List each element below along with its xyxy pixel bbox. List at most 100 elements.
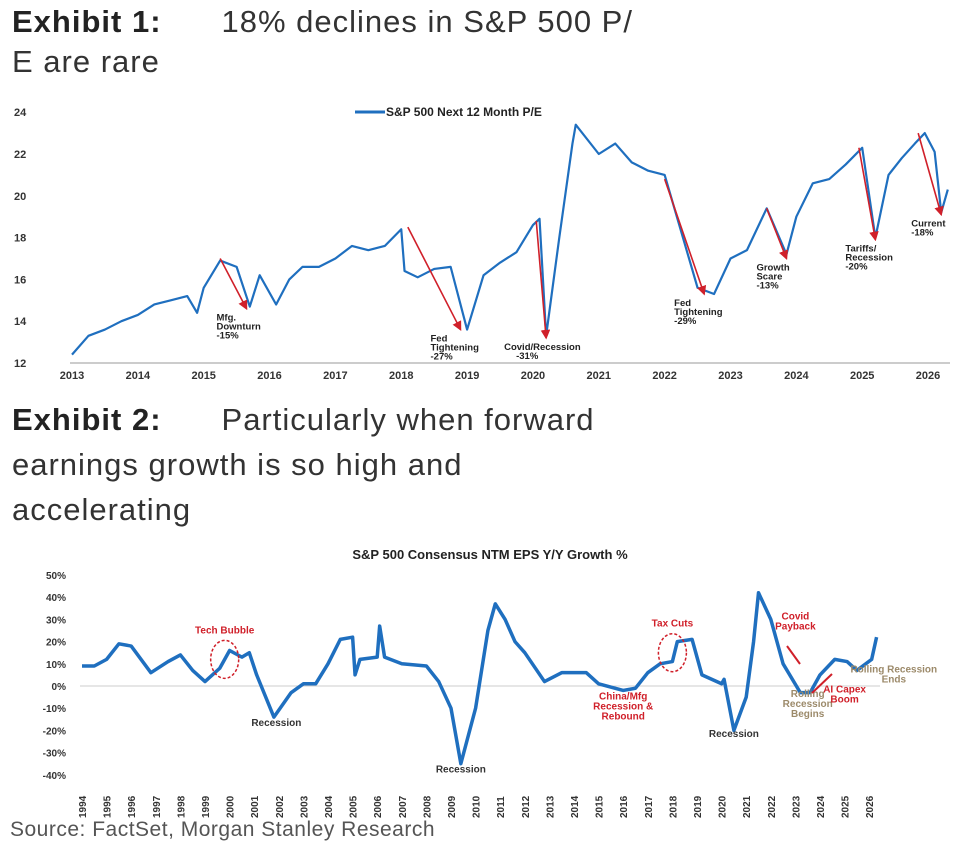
x-tick-label: 2022 <box>767 795 778 818</box>
x-tick-label: 2026 <box>865 795 876 818</box>
drawdown-label: Current -18% <box>911 219 946 239</box>
exhibit1-heading: Exhibit 1: 18% declines in S&P 500 P/ <box>12 0 633 44</box>
covid-payback-arrow <box>786 645 801 665</box>
y-tick-label: -10% <box>43 704 66 715</box>
y-tick-label: -20% <box>43 726 66 737</box>
ai-capex-arrow <box>811 673 833 694</box>
x-tick-label: 2018 <box>668 795 679 818</box>
x-tick-label: 1994 <box>78 795 89 818</box>
y-tick-label: 40% <box>46 593 66 604</box>
x-tick-label: 2017 <box>644 795 655 818</box>
exhibit1-title-line2: E are rare <box>12 44 160 79</box>
x-tick-label: 2021 <box>742 795 753 818</box>
y-tick-label: 0% <box>52 682 67 693</box>
source-note: Source: FactSet, Morgan Stanley Research <box>10 818 436 841</box>
exhibit2-title-line3: accelerating <box>12 492 192 527</box>
drawdown-arrow <box>535 220 551 340</box>
y-tick-label: -40% <box>43 771 66 782</box>
x-tick-label: 2002 <box>275 795 286 818</box>
drawdown-label: Fed Tightening -29% <box>674 298 723 327</box>
annotation-label: China/Mfg Recession & Rebound <box>593 691 653 722</box>
x-tick-label: 2009 <box>447 795 458 818</box>
x-tick-label: 2025 <box>841 795 852 818</box>
x-tick-label: 2012 <box>521 795 532 818</box>
x-tick-label: 2004 <box>324 795 335 818</box>
x-tick-label: 2022 <box>652 370 676 382</box>
x-tick-label: 2019 <box>693 795 704 818</box>
x-tick-label: 2026 <box>916 370 940 382</box>
drawdown-label: Growth Scare -13% <box>756 263 789 292</box>
x-tick-label: 1997 <box>152 795 163 818</box>
drawdown-arrow <box>765 208 789 260</box>
x-tick-label: 2008 <box>422 795 433 818</box>
x-tick-label: 2016 <box>619 795 630 818</box>
x-tick-label: 2001 <box>250 795 261 818</box>
x-tick-label: 2025 <box>850 370 874 382</box>
x-tick-label: 1996 <box>127 795 138 818</box>
drawdown-label: Tariffs/Recession -20% <box>845 244 893 273</box>
x-tick-label: 2021 <box>587 370 611 382</box>
annotation-label: Covid Payback <box>775 611 816 632</box>
y-tick-label: 24 <box>14 107 27 119</box>
drawdown-arrow <box>917 132 944 217</box>
drawdown-label: Mfg. Downturn -15% <box>217 313 262 342</box>
exhibit1-label: Exhibit 1: <box>12 4 162 39</box>
x-tick-label: 2003 <box>299 795 310 818</box>
annotation-label: Tax Cuts <box>652 619 694 630</box>
x-tick-label: 2023 <box>718 370 742 382</box>
annotation-label: Rolling Recession Ends <box>850 665 937 686</box>
y-tick-label: 22 <box>14 149 26 161</box>
exhibit1-title-line1: 18% declines in S&P 500 P/ <box>221 4 633 39</box>
x-tick-label: 2017 <box>323 370 347 382</box>
x-tick-label: 2010 <box>472 795 483 818</box>
x-tick-label: 2024 <box>816 795 827 818</box>
y-tick-label: 30% <box>46 615 66 626</box>
x-tick-label: 2015 <box>595 795 606 818</box>
annotation-label: AI Capex Boom <box>823 685 866 706</box>
x-tick-label: 1995 <box>103 795 114 818</box>
eps-growth-chart: S&P 500 Consensus NTM EPS Y/Y Growth % -4… <box>43 547 938 818</box>
x-tick-label: 2014 <box>570 795 581 818</box>
exhibit2-title-line2: earnings growth is so high and <box>12 447 463 482</box>
y-tick-label: 14 <box>14 316 27 328</box>
drawdown-label: Fed Tightening -27% <box>431 334 480 363</box>
x-tick-label: 2007 <box>398 795 409 818</box>
x-tick-label: 2018 <box>389 370 413 382</box>
annotation-label: Tech Bubble <box>195 625 255 636</box>
x-tick-label: 2020 <box>718 795 729 818</box>
drawdown-arrow <box>219 258 248 311</box>
x-tick-label: 2023 <box>791 795 802 818</box>
drawdown-arrow <box>858 147 879 242</box>
annotation-label: Recession <box>251 718 301 729</box>
exhibit2-label: Exhibit 2: <box>12 402 162 437</box>
x-tick-label: 2000 <box>226 795 237 818</box>
y-tick-label: 16 <box>14 274 26 286</box>
pe-series-line <box>71 123 949 356</box>
eps-series-line <box>82 591 879 766</box>
drawdown-arrow <box>663 178 707 296</box>
x-tick-label: 2011 <box>496 796 507 818</box>
exhibit2-title-line1: Particularly when forward <box>221 402 595 437</box>
drawdown-label: Covid/Recession -31% <box>504 342 581 362</box>
drawdown-arrow <box>407 226 462 331</box>
annotation-label: Recession <box>436 765 486 776</box>
y-tick-label: 20 <box>14 191 26 203</box>
y-tick-label: 10% <box>46 660 66 671</box>
x-tick-label: 2014 <box>126 370 151 382</box>
x-tick-label: 1999 <box>201 795 212 818</box>
x-tick-label: 2005 <box>349 795 360 818</box>
x-tick-label: 2016 <box>257 370 281 382</box>
y-tick-label: 50% <box>46 571 66 582</box>
highlight-circle <box>657 632 688 673</box>
x-tick-label: 2020 <box>521 370 545 382</box>
y-tick-label: 12 <box>14 358 26 370</box>
annotation-label: Rolling Recession Begins <box>783 689 833 720</box>
y-tick-label: 18 <box>14 233 26 245</box>
annotation-label: Recession <box>709 729 759 740</box>
x-tick-label: 2024 <box>784 370 809 382</box>
x-tick-label: 2019 <box>455 370 479 382</box>
x-tick-label: 2015 <box>191 370 215 382</box>
y-tick-label: 20% <box>46 638 66 649</box>
chart-title: S&P 500 Consensus NTM EPS Y/Y Growth % <box>352 547 628 562</box>
